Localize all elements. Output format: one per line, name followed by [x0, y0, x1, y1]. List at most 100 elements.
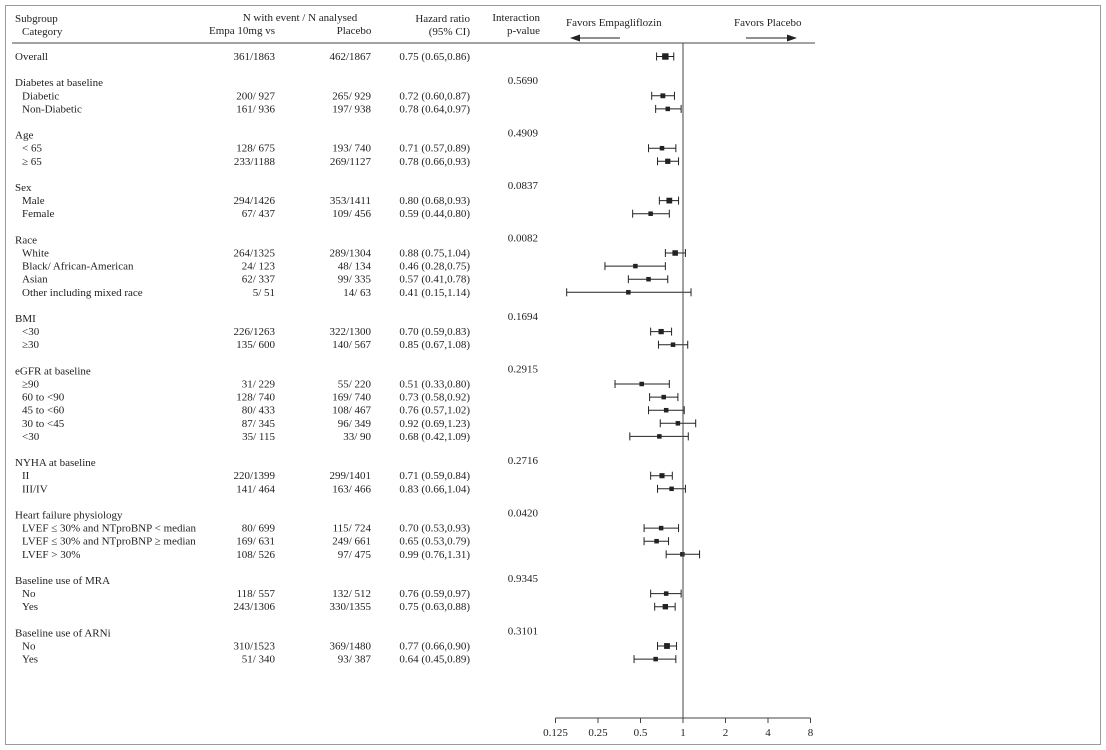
empa-events: 226/1263: [233, 326, 275, 338]
hazard-ratio-marker: [666, 197, 673, 204]
hazard-ratio-value: 0.70 (0.59,0.83): [399, 326, 470, 338]
row-label: Overall: [15, 51, 48, 63]
hazard-ratio-value: 0.99 (0.76,1.31): [399, 549, 470, 561]
estimate-6-1: [649, 393, 679, 402]
hazard-ratio-value: 0.71 (0.59,0.84): [399, 470, 470, 482]
table-row-8-1: LVEF ≤ 30% and NTproBNP ≥ median 169/ 631…: [22, 536, 470, 548]
x-tick-label: 0.25: [588, 727, 608, 739]
empa-events: 5/ 51: [253, 287, 275, 299]
placebo-events: 132/ 512: [332, 588, 371, 600]
empa-events: 294/1426: [233, 195, 275, 207]
figure-frame: [5, 5, 1101, 745]
hazard-ratio-marker: [646, 276, 651, 282]
row-label: Female: [22, 208, 54, 220]
empa-column-header: Empa 10mg vs: [209, 25, 275, 37]
row-label: <30: [22, 326, 40, 338]
row-label: Yes: [22, 601, 38, 613]
estimate-8-0: [643, 524, 680, 533]
interaction-p-value: 0.2716: [508, 455, 539, 467]
group-title: Age: [15, 130, 33, 142]
favors-empagliflozin-label: Favors Empagliflozin: [566, 17, 662, 29]
empa-events: 220/1399: [233, 470, 275, 482]
empa-events: 169/ 631: [236, 536, 275, 548]
placebo-events: 369/1480: [329, 641, 371, 653]
interaction-p-value: 0.9345: [508, 573, 539, 585]
empa-events: 264/1325: [233, 248, 275, 260]
empa-events: 24/ 123: [242, 261, 276, 273]
interaction-p-value: 0.4909: [508, 128, 539, 140]
hazard-ratio-marker: [659, 145, 665, 151]
interaction-p-value: 0.0420: [508, 508, 539, 520]
table-row-2-1: ≥ 65 233/1188 269/1127 0.78 (0.66,0.93): [22, 156, 470, 168]
row-label: LVEF ≤ 30% and NTproBNP ≥ median: [22, 536, 196, 548]
estimate-2-1: [657, 157, 680, 166]
table-row-7-1: III/IV 141/ 464 163/ 466 0.83 (0.66,1.04): [22, 483, 470, 495]
empa-events: 35/ 115: [242, 431, 275, 443]
table-row-7-0: II 220/1399 299/1401 0.71 (0.59,0.84): [22, 470, 470, 482]
empa-events: 128/ 675: [236, 143, 275, 155]
empa-events: 67/ 437: [242, 208, 276, 220]
estimate-7-1: [657, 484, 686, 493]
ci-header: (95% CI): [429, 26, 471, 38]
group-title: Race: [15, 234, 37, 246]
group-title: Heart failure physiology: [15, 510, 123, 522]
estimate-4-3: [566, 288, 692, 297]
hazard-ratio-marker: [659, 473, 665, 479]
p-value-header: p-value: [507, 25, 540, 37]
hazard-ratio-value: 0.73 (0.58,0.92): [399, 392, 470, 404]
table-row-overall: Overall 361/1863 462/1867 0.75 (0.65,0.86): [15, 51, 470, 63]
hazard-ratio-value: 0.80 (0.68,0.93): [399, 195, 470, 207]
hazard-ratio-value: 0.75 (0.63,0.88): [399, 601, 470, 613]
table-row-8-0: LVEF ≤ 30% and NTproBNP < median 80/ 699 1…: [22, 523, 470, 535]
group-header-7: NYHA at baseline 0.2716: [15, 455, 539, 469]
interaction-p-value: 0.1694: [508, 311, 539, 323]
empa-events: 80/ 699: [242, 523, 276, 535]
estimate-overall: [656, 52, 675, 61]
row-label: Non-Diabetic: [22, 103, 82, 115]
row-label: Diabetic: [22, 90, 59, 102]
category-header: Category: [22, 26, 63, 38]
estimate-7-0: [650, 471, 673, 480]
placebo-events: 14/ 63: [343, 287, 371, 299]
row-label: Asian: [22, 274, 48, 286]
hazard-ratio-marker: [680, 552, 685, 557]
hazard-ratio-value: 0.68 (0.42,1.09): [399, 431, 470, 443]
table-row-9-0: No 118/ 557 132/ 512 0.76 (0.59,0.97): [22, 588, 470, 600]
estimate-4-0: [664, 249, 686, 257]
placebo-events: 289/1304: [329, 248, 371, 260]
hazard-ratio-marker: [670, 342, 676, 347]
empa-events: 108/ 526: [236, 549, 275, 561]
estimate-8-1: [643, 537, 670, 546]
estimate-10-0: [657, 642, 678, 650]
estimate-5-0: [650, 327, 673, 336]
hazard-ratio-marker: [663, 407, 669, 413]
hazard-ratio-marker: [662, 53, 669, 60]
hazard-ratio-marker: [669, 486, 674, 492]
table-row-3-0: Male 294/1426 353/1411 0.80 (0.68,0.93): [22, 195, 470, 207]
placebo-events: 330/1355: [329, 601, 371, 613]
table-row-4-1: Black/ African-American 24/ 123 48/ 134 0.4…: [22, 261, 470, 273]
empa-events: 141/ 464: [236, 483, 275, 495]
hazard-ratio-marker: [658, 525, 664, 531]
estimate-6-2: [648, 406, 685, 415]
group-header-1: Diabetes at baseline 0.5690: [15, 75, 539, 89]
table-row-8-2: LVEF > 30% 108/ 526 97/ 475 0.99 (0.76,1.31…: [22, 549, 470, 561]
placebo-events: 140/ 567: [332, 339, 371, 351]
hazard-ratio-value: 0.88 (0.75,1.04): [399, 248, 470, 260]
table-row-5-1: ≥30 135/ 600 140/ 567 0.85 (0.67,1.08): [22, 339, 470, 351]
table-row-1-1: Non-Diabetic 161/ 936 197/ 938 0.78 (0.64,0…: [22, 103, 470, 115]
placebo-events: 55/ 220: [338, 379, 372, 391]
row-label: 60 to <90: [22, 392, 65, 404]
placebo-events: 96/ 349: [338, 418, 372, 430]
estimate-1-0: [651, 91, 675, 100]
row-label: Yes: [22, 654, 38, 666]
row-label: Other including mixed race: [22, 287, 143, 299]
table-row-1-0: Diabetic 200/ 927 265/ 929 0.72 (0.60,0.87): [22, 90, 470, 102]
row-label: ≥90: [22, 379, 40, 391]
empa-events: 200/ 927: [236, 90, 275, 102]
hazard-ratio-value: 0.85 (0.67,1.08): [399, 339, 470, 351]
hazard-ratio-marker: [665, 158, 671, 164]
row-label: < 65: [22, 143, 42, 155]
estimate-6-0: [614, 380, 670, 388]
